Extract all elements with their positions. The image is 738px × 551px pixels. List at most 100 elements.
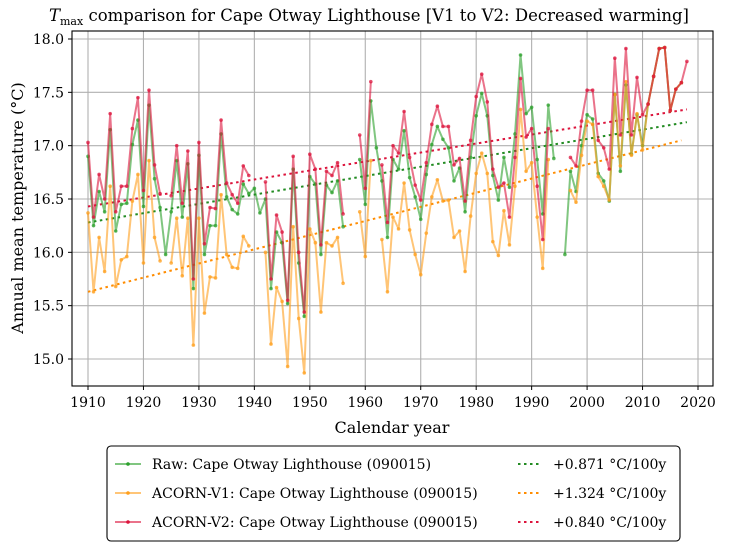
data-point: [563, 252, 567, 257]
data-point: [435, 104, 440, 108]
data-point: [424, 231, 429, 235]
data-point: [102, 197, 107, 201]
data-point: [468, 214, 473, 218]
data-point: [535, 184, 539, 188]
legend-marker: [126, 520, 130, 524]
data-point: [235, 266, 240, 271]
data-point: [158, 191, 162, 196]
data-point: [474, 114, 478, 118]
data-point: [230, 265, 234, 270]
data-point: [413, 195, 417, 199]
data-point: [535, 157, 539, 162]
data-point: [385, 235, 390, 240]
x-tick-label: 1930: [181, 395, 217, 411]
data-point: [269, 277, 273, 281]
data-point: [274, 285, 279, 290]
data-point: [413, 252, 417, 257]
data-point: [418, 198, 423, 202]
data-point: [568, 169, 573, 174]
data-point: [91, 290, 96, 294]
data-point: [396, 167, 401, 171]
data-point: [202, 311, 207, 315]
data-point: [452, 179, 456, 183]
data-point: [302, 371, 307, 375]
data-point: [679, 80, 684, 85]
data-point: [590, 117, 595, 121]
data-point: [540, 266, 545, 271]
y-axis-ticks: 15.0 15.5 16.0 16.5 17.0 17.5 18.0: [33, 32, 72, 368]
y-axis-label: Annual mean temperature (°C): [8, 82, 27, 334]
data-point: [285, 298, 290, 303]
data-point: [596, 174, 600, 179]
data-point: [463, 199, 467, 203]
data-point: [152, 235, 157, 240]
data-point: [113, 284, 118, 289]
data-point: [158, 259, 162, 263]
data-point: [369, 79, 373, 84]
data-point: [613, 56, 617, 60]
data-point: [285, 364, 290, 369]
data-point: [568, 188, 573, 193]
data-point: [463, 269, 467, 274]
data-point: [363, 186, 368, 191]
y-tick-label: 17.0: [33, 139, 64, 155]
data-point: [285, 301, 290, 306]
data-point: [357, 133, 362, 137]
data-point: [119, 184, 124, 188]
data-point: [452, 163, 456, 167]
data-point: [91, 223, 96, 228]
data-point: [308, 227, 312, 231]
data-point: [485, 100, 490, 104]
title-text: comparison for Cape Otway Lighthouse [V1…: [83, 6, 689, 25]
data-point: [535, 215, 539, 219]
data-point: [191, 277, 196, 281]
data-point: [413, 183, 417, 187]
data-point: [174, 143, 179, 148]
data-point: [213, 276, 218, 280]
data-point: [651, 74, 656, 79]
data-point: [479, 91, 484, 96]
data-point: [263, 250, 268, 255]
data-point: [230, 207, 234, 212]
data-point: [147, 158, 151, 163]
data-point: [335, 235, 340, 240]
data-point: [247, 191, 251, 196]
data-point: [186, 149, 190, 153]
series-2: [86, 45, 689, 314]
data-point: [596, 138, 600, 143]
data-point: [102, 210, 107, 214]
legend-label: Raw: Cape Otway Lighthouse (090015): [152, 457, 431, 473]
data-point: [529, 126, 534, 131]
data-point: [590, 88, 595, 92]
series-line: [87, 159, 162, 293]
data-point: [441, 199, 445, 203]
data-point: [108, 111, 112, 116]
data-point: [424, 160, 429, 165]
data-point: [319, 243, 323, 247]
data-point: [341, 212, 345, 216]
data-point: [529, 160, 534, 165]
data-point: [601, 179, 606, 183]
data-point: [629, 133, 634, 137]
data-point: [208, 205, 212, 210]
data-point: [502, 155, 506, 160]
data-point: [491, 167, 495, 171]
legend-trend-label: +1.324 °C/100y: [553, 486, 666, 502]
x-axis-ticks: 1910 1920 1930 1940 1950 1960 1970 1980 1990 2000…: [70, 386, 716, 411]
series-line: [358, 54, 555, 239]
data-point: [180, 201, 185, 206]
data-point: [319, 310, 323, 314]
data-point: [579, 153, 584, 158]
data-point: [291, 154, 295, 159]
data-point: [208, 223, 212, 228]
legend-label: ACORN-V2: Cape Otway Lighthouse (090015): [151, 515, 478, 531]
data-point: [202, 252, 207, 257]
title-prefix: T: [49, 6, 62, 25]
data-point: [152, 163, 157, 167]
y-tick-label: 15.0: [33, 352, 64, 368]
legend-marker: [126, 491, 130, 495]
data-point: [241, 164, 246, 168]
legend-item-1: ACORN-V1: Cape Otway Lighthouse (090015): [115, 486, 478, 502]
data-point: [191, 343, 196, 347]
data-point: [186, 216, 190, 220]
